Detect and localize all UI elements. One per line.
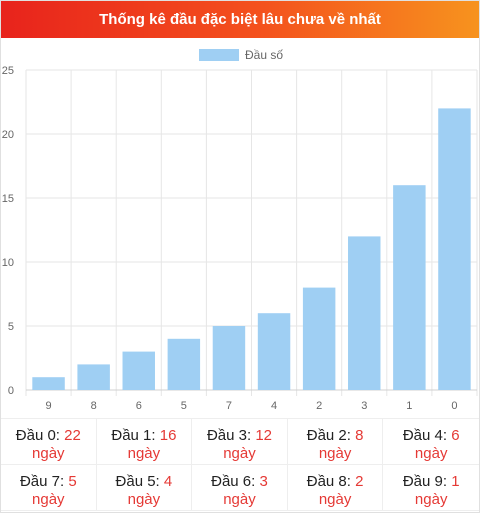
stat-label: Đầu 6: <box>211 473 256 490</box>
stat-value: 8 <box>355 427 364 444</box>
bar-dau-9 <box>32 377 65 390</box>
stat-cell: Đầu 7: 5 ngày <box>1 465 97 511</box>
stat-value: 3 <box>259 473 268 490</box>
bar-dau-3 <box>348 236 381 390</box>
stat-value: 4 <box>163 473 173 490</box>
y-tick-label: 20 <box>2 129 14 141</box>
bar-dau-5 <box>167 338 201 390</box>
x-tick-label: 1 <box>406 400 412 412</box>
chart-area: 0 5 10 15 20 25 9 8 6 5 7 4 2 3 1 0 Đầu số <box>1 38 479 418</box>
stat-unit: ngày <box>318 491 352 508</box>
stat-label: Đầu 3: <box>206 427 252 444</box>
stat-label: Đầu 0: <box>15 427 60 444</box>
legend-swatch <box>199 49 239 61</box>
y-tick-label: 25 <box>2 65 14 77</box>
x-tick-label: 3 <box>361 400 367 412</box>
bar-dau-8 <box>77 364 110 390</box>
stat-value: 5 <box>68 473 77 490</box>
stat-cell: Đầu 4: 6 ngày <box>383 419 479 465</box>
bar-dau-6 <box>122 351 155 390</box>
x-tick-label: 0 <box>451 400 457 412</box>
stat-label: Đầu 2: <box>306 427 351 444</box>
bar-dau-1 <box>393 185 426 390</box>
stat-label: Đầu 1: <box>111 427 156 444</box>
stat-cell: Đầu 6: 3 ngày <box>192 465 288 511</box>
bar-dau-2 <box>302 287 336 390</box>
page-title: Thống kê đầu đặc biệt lâu chưa về nhất <box>1 1 479 38</box>
stat-value: 6 <box>451 427 460 444</box>
stat-label: Đầu 9: <box>402 473 448 490</box>
y-tick-label: 15 <box>2 193 14 205</box>
y-tick-label: 10 <box>2 257 14 269</box>
y-tick-label: 5 <box>8 321 14 333</box>
x-tick-label: 5 <box>181 400 187 412</box>
stat-unit: ngày <box>32 445 65 462</box>
stat-label: Đầu 8: <box>306 473 351 490</box>
stat-cell: Đầu 3: 12 ngày <box>192 419 288 465</box>
stat-cell: Đầu 2: 8 ngày <box>287 419 384 465</box>
stat-cell: Đầu 9: 1 ngày <box>383 465 479 511</box>
stat-cell: Đầu 1: 16 ngày <box>96 419 193 465</box>
stat-unit: ngày <box>414 491 448 508</box>
y-tick-label: 0 <box>8 385 14 397</box>
stat-label: Đầu 7: <box>19 473 65 490</box>
x-tick-label: 6 <box>136 400 142 412</box>
legend-label: Đầu số <box>245 48 283 62</box>
stat-unit: ngày <box>223 445 256 462</box>
x-tick-label: 4 <box>271 400 277 412</box>
stat-value: 16 <box>159 427 177 444</box>
bar-dau-7 <box>212 326 246 390</box>
stat-unit: ngày <box>223 491 256 508</box>
x-tick-label: 7 <box>226 400 232 412</box>
stat-unit: ngày <box>127 491 161 508</box>
stat-cell: Đầu 5: 4 ngày <box>96 465 193 511</box>
stat-unit: ngày <box>127 445 161 462</box>
stat-value: 12 <box>255 427 273 444</box>
x-tick-label: 2 <box>316 400 322 412</box>
x-tick-label: 9 <box>45 400 51 412</box>
stat-unit: ngày <box>318 445 352 462</box>
x-tick-label: 8 <box>91 400 97 412</box>
stat-cell: Đầu 8: 2 ngày <box>287 465 384 511</box>
bar-dau-4 <box>257 313 291 390</box>
bar-dau-0 <box>438 108 471 391</box>
stat-cell: Đầu 0: 22 ngày <box>1 419 97 465</box>
stat-label: Đầu 4: <box>402 427 448 444</box>
stat-unit: ngày <box>32 491 65 508</box>
stat-label: Đầu 5: <box>115 473 160 490</box>
stat-value: 2 <box>355 473 364 490</box>
stat-value: 22 <box>64 427 81 444</box>
stat-value: 1 <box>451 473 460 490</box>
stats-grid: Đầu 0: 22 ngày Đầu 1: 16 ngày Đầu 3: 12 … <box>1 418 479 511</box>
stat-unit: ngày <box>414 445 448 462</box>
